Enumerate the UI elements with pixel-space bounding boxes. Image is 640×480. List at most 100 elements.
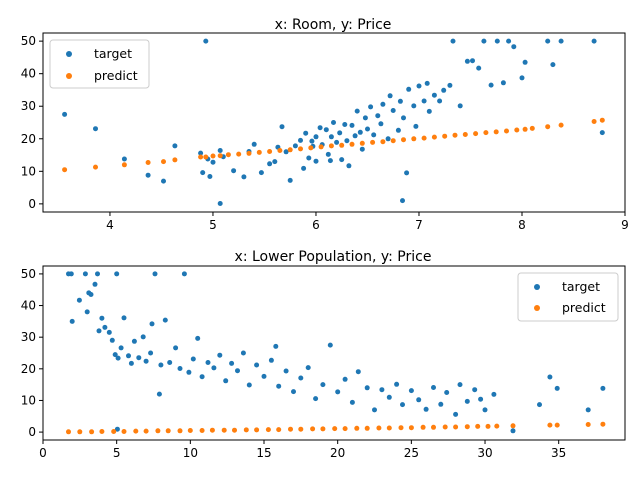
predict-point [111,429,117,434]
target-point [453,411,459,417]
y-tick-label: 30 [21,330,36,344]
predict-point [452,132,458,138]
predict-point [599,117,605,123]
predict-point [431,424,436,430]
target-point [394,381,400,387]
predict-point [121,429,127,434]
target-point [327,342,333,348]
target-point [99,315,105,321]
target-point [470,58,475,64]
target-point [158,362,164,368]
target-point [325,151,331,157]
y-tick-label: 20 [21,362,36,376]
target-point [68,271,74,277]
predict-point [209,427,215,433]
target-point [522,59,528,65]
target-point [251,141,257,147]
predict-point [398,425,404,431]
x-tick-label: 35 [551,446,566,460]
predict-point [187,428,193,433]
target-point [600,385,606,391]
predict-point [354,425,360,431]
predict-point [339,142,345,148]
target-point [156,391,162,397]
target-point [273,343,279,349]
target-point [344,138,350,144]
target-point [131,338,137,344]
target-point [102,324,108,330]
predict-point [349,141,355,147]
predict-point [254,427,260,433]
predict-point [380,139,386,145]
target-point [558,38,564,44]
target-point [450,38,456,44]
target-point [231,168,237,174]
target-point [375,113,381,119]
target-point [423,406,429,412]
target-point [177,366,183,371]
target-point [400,198,405,204]
predict-point [328,143,334,149]
predict-point [431,134,437,140]
target-point [268,357,274,363]
predict-point [504,128,509,134]
predict-point [308,145,314,151]
y-tick-label: 0 [28,425,36,439]
predict-point [246,150,252,156]
predict-point [522,126,528,132]
target-point [457,382,463,388]
target-point [313,396,319,402]
predict-point [332,426,338,432]
legend: target predict [49,39,150,89]
predict-point [600,421,606,427]
y-axis: 0 10 20 30 40 50 [21,34,43,211]
predict-point [121,162,127,168]
predict-point [93,164,98,170]
predict-point [256,149,262,155]
legend-label-target: target [94,46,132,61]
plot-frame [42,32,626,213]
predict-point [199,428,205,433]
target-point [431,385,436,390]
target-point [510,428,516,434]
target-point [210,159,216,165]
target-point [62,111,68,117]
predict-point [442,133,448,139]
target-point [476,65,482,71]
target-point [313,134,319,140]
predict-point [510,423,516,429]
target-point [92,281,98,287]
target-point [404,170,410,176]
chart-title: x: Room, y: Price [275,17,392,33]
target-point [114,271,120,277]
legend-label-predict: predict [562,300,606,315]
legend-marker-predict [534,305,540,311]
target-point [547,374,553,380]
target-point [279,124,285,130]
target-point [223,378,229,384]
target-point [472,387,478,393]
target-point [327,158,333,164]
target-point [385,136,391,142]
target-point [464,398,470,404]
target-point [203,38,209,44]
predict-point [318,144,324,150]
target-point [437,98,443,104]
target-point [207,174,213,179]
target-point [291,389,296,395]
target-point [172,143,178,149]
predict-point [370,139,376,145]
y-tick-label: 0 [28,197,36,211]
predict-point [210,153,216,159]
target-point [200,170,206,176]
predict-point [277,148,283,153]
target-point [397,98,403,104]
target-point [408,388,414,394]
predict-point [359,140,365,146]
y-tick-label: 30 [21,99,36,113]
legend-box [517,272,619,322]
target-point [328,134,334,140]
predict-point [320,426,326,432]
target-point [96,328,102,334]
target-point [357,129,363,135]
